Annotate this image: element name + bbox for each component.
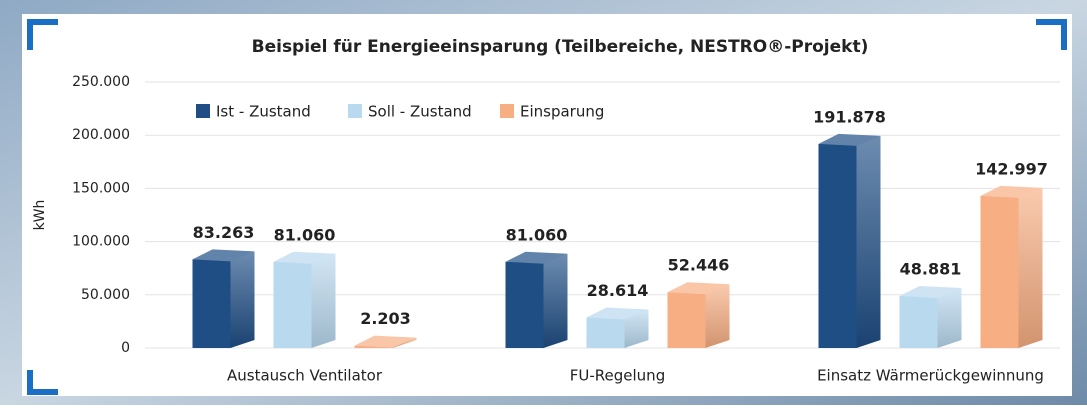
value-label: 83.263 — [193, 223, 255, 242]
value-label: 28.614 — [587, 281, 649, 300]
legend-label: Einsparung — [520, 103, 604, 121]
chart: Beispiel für Energieeinsparung (Teilbere… — [0, 0, 1087, 405]
value-label: 142.997 — [975, 159, 1048, 178]
bar-side — [938, 288, 962, 348]
x-tick-label: Austausch Ventilator — [227, 367, 383, 385]
bar-front — [900, 296, 938, 348]
bar-side — [231, 251, 255, 348]
legend-swatch — [500, 104, 514, 118]
x-tick-label: FU-Regelung — [570, 367, 665, 385]
y-tick-label: 100.000 — [72, 234, 130, 250]
value-label: 81.060 — [274, 225, 336, 244]
chart-title: Beispiel für Energieeinsparung (Teilbere… — [252, 37, 869, 57]
bar-side — [544, 254, 568, 348]
bar-front — [193, 259, 231, 348]
legend-label: Ist - Zustand — [216, 103, 311, 121]
bar-front — [506, 262, 544, 348]
bar-front — [668, 292, 706, 348]
bar-side — [857, 136, 881, 348]
legend-label: Soll - Zustand — [368, 103, 472, 121]
bar-side — [1019, 188, 1043, 348]
x-tick-label: Einsatz Wärmerückgewinnung — [817, 367, 1044, 385]
bar-front — [587, 318, 625, 348]
value-label: 2.203 — [360, 309, 411, 328]
value-label: 81.060 — [506, 225, 568, 244]
bar-front — [819, 144, 857, 348]
y-tick-label: 200.000 — [72, 127, 130, 143]
value-label: 191.878 — [813, 107, 886, 126]
y-tick-label: 50.000 — [81, 287, 130, 303]
bar-side — [706, 284, 730, 348]
value-label: 52.446 — [668, 256, 730, 275]
bar-side — [312, 254, 336, 348]
y-tick-label: 250.000 — [72, 74, 130, 90]
bar-front — [274, 262, 312, 348]
bar-front — [981, 196, 1019, 348]
y-axis-label: kWh — [32, 200, 48, 231]
legend-swatch — [196, 104, 210, 118]
value-label: 48.881 — [900, 259, 962, 278]
y-tick-label: 150.000 — [72, 180, 130, 196]
legend-swatch — [348, 104, 362, 118]
y-tick-label: 0 — [121, 340, 130, 356]
